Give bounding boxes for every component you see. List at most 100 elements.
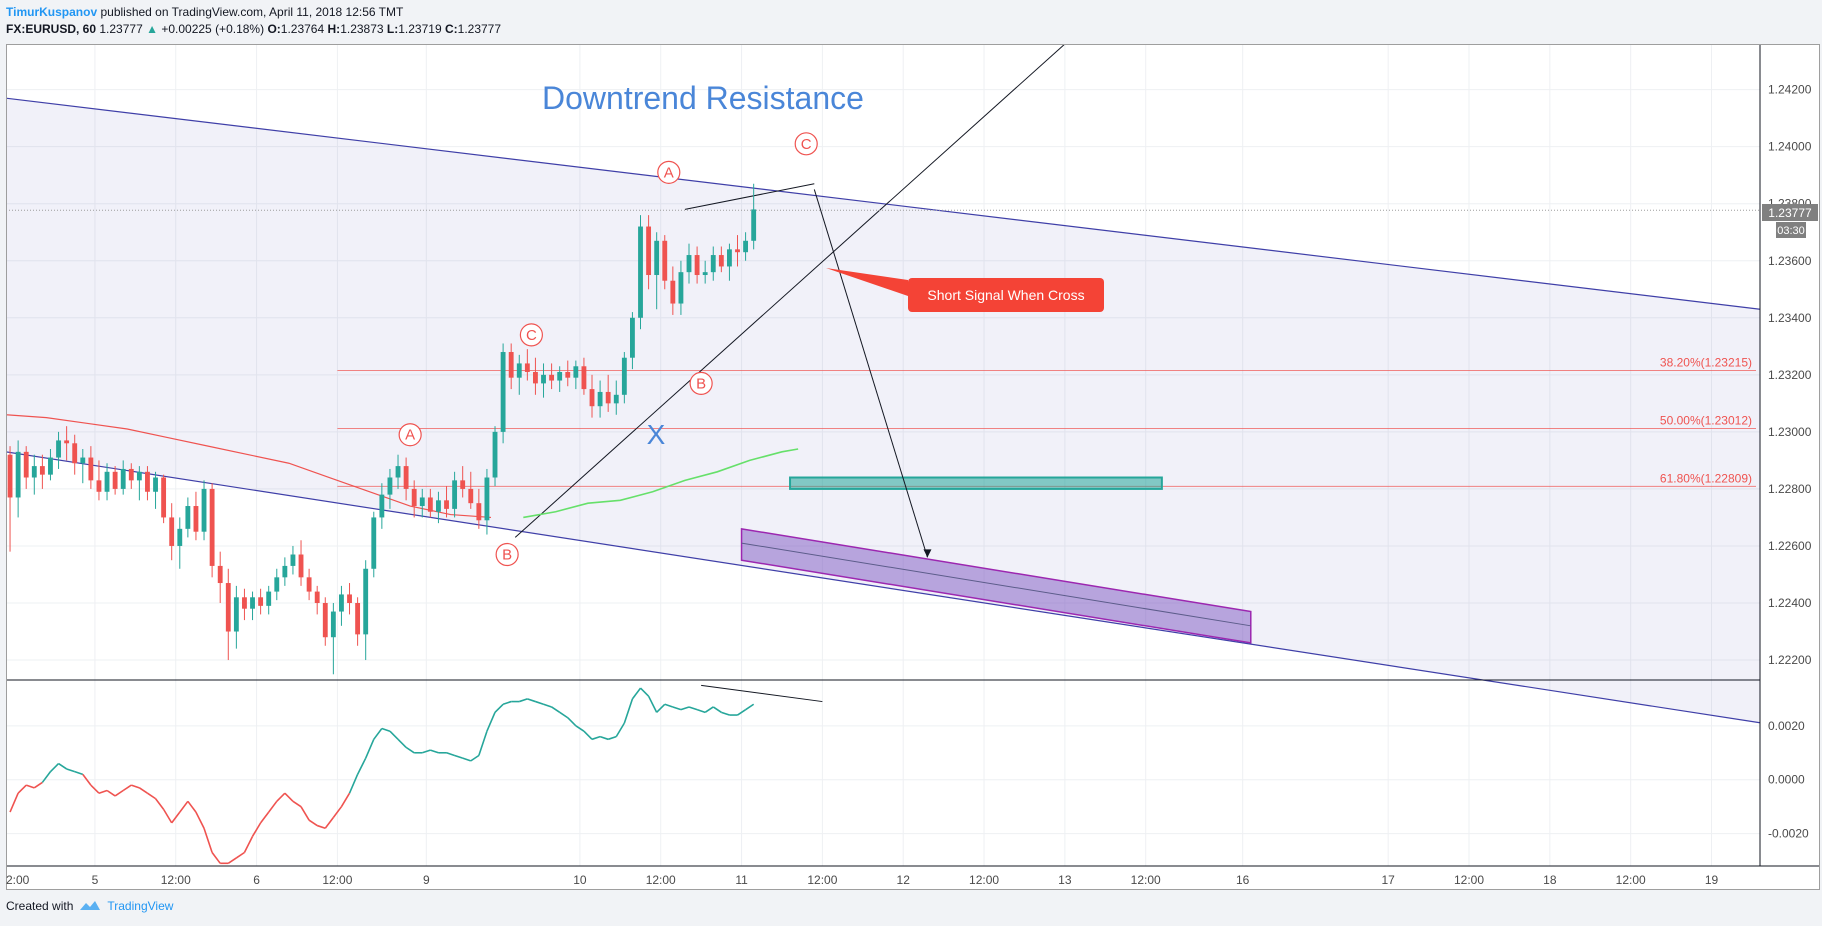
low-label: L: bbox=[386, 22, 399, 36]
time-tick-label: 16 bbox=[1236, 873, 1250, 887]
wave-label: B bbox=[689, 371, 713, 395]
candle-body bbox=[743, 240, 749, 253]
oscillator-segment bbox=[551, 706, 561, 714]
candle bbox=[718, 246, 724, 273]
candle-body bbox=[751, 209, 757, 241]
candle-body bbox=[718, 255, 724, 267]
candle bbox=[7, 446, 13, 552]
high-value: 1.23873 bbox=[340, 22, 384, 36]
oscillator-segment bbox=[292, 800, 302, 808]
candle-body bbox=[306, 577, 312, 592]
candle-body bbox=[225, 583, 231, 632]
oscillator-segment bbox=[745, 703, 755, 711]
oscillator-segment bbox=[154, 798, 165, 810]
wave-label-circle bbox=[398, 423, 422, 447]
candle bbox=[23, 446, 29, 489]
candle bbox=[387, 468, 393, 509]
wave-label-circle bbox=[794, 132, 818, 156]
candle-body bbox=[39, 466, 45, 475]
wave-label-text: C bbox=[801, 136, 812, 153]
candle-body bbox=[508, 352, 514, 378]
candle bbox=[136, 466, 142, 501]
x-mark: X bbox=[647, 419, 666, 450]
divergence-line bbox=[701, 684, 823, 703]
candle-body bbox=[662, 240, 668, 281]
oscillator-segment bbox=[17, 784, 27, 794]
chart-canvas[interactable]: 38.20%(1.23215) 50.00%(1.23012) 61.80%(1.2… bbox=[6, 44, 1820, 890]
candle bbox=[185, 497, 191, 538]
candle-body bbox=[403, 466, 409, 489]
candle-body bbox=[290, 554, 296, 566]
candle-body bbox=[702, 272, 708, 276]
candle bbox=[39, 454, 45, 489]
target-midline bbox=[741, 542, 1251, 627]
oscillator-segment bbox=[397, 738, 407, 748]
candle-body bbox=[363, 568, 369, 635]
tradingview-link[interactable]: TradingView bbox=[107, 899, 174, 913]
wave-label: A bbox=[398, 423, 422, 447]
candle bbox=[581, 357, 587, 395]
candle-body bbox=[266, 591, 272, 606]
candle-body bbox=[330, 611, 336, 638]
wave-label-circle bbox=[495, 542, 519, 567]
oscillator-segment bbox=[131, 784, 140, 789]
oscillator-segment bbox=[227, 857, 237, 864]
time-tick-label: 12:00 bbox=[807, 873, 837, 887]
oscillator-segment bbox=[696, 708, 706, 714]
oscillator-segment bbox=[356, 757, 367, 775]
candle-body bbox=[379, 494, 385, 518]
oscillator-segment bbox=[664, 703, 674, 708]
oscillator-segment bbox=[462, 757, 472, 762]
candle bbox=[250, 591, 255, 621]
candle-body bbox=[112, 471, 118, 489]
oscillator-segment bbox=[672, 706, 682, 711]
candle-body bbox=[23, 451, 29, 478]
projection-arrow-head bbox=[923, 549, 932, 558]
candle-body bbox=[145, 471, 150, 492]
candle bbox=[605, 374, 611, 412]
oscillator-segment bbox=[308, 819, 318, 827]
candle-body bbox=[613, 394, 619, 404]
candle-body bbox=[411, 488, 417, 507]
oscillator-segment bbox=[478, 730, 488, 756]
oscillator-segment bbox=[422, 749, 431, 754]
candle bbox=[298, 540, 304, 586]
oscillator-segment bbox=[575, 725, 585, 732]
callout-text: Short Signal When Cross bbox=[927, 287, 1084, 303]
oscillator-segment bbox=[373, 728, 383, 740]
price-tick-label: 1.22600 bbox=[1768, 539, 1812, 553]
candle-body bbox=[80, 457, 86, 464]
time-tick-label: 6 bbox=[253, 873, 260, 887]
candle-body bbox=[48, 457, 53, 475]
candle-body bbox=[7, 454, 13, 498]
fib-level-label: 38.20%(1.23215) bbox=[1660, 356, 1752, 370]
time-tick-label: 13 bbox=[1058, 873, 1072, 887]
candle-body bbox=[565, 371, 571, 378]
oscillator-segment bbox=[712, 706, 722, 714]
wave-label: C bbox=[519, 323, 543, 347]
oscillator-segment bbox=[33, 781, 43, 789]
oscillator-segment bbox=[211, 852, 221, 864]
oscillator-segment bbox=[559, 711, 569, 719]
candle-body bbox=[371, 517, 377, 569]
candle bbox=[242, 588, 247, 621]
candle bbox=[266, 585, 272, 615]
candle-body bbox=[314, 591, 320, 603]
time-tick-label: 17 bbox=[1382, 873, 1396, 887]
fib-level-label: 61.80%(1.22809) bbox=[1660, 471, 1752, 485]
price-tick-label: 1.24000 bbox=[1768, 140, 1812, 154]
oscillator-segment bbox=[623, 698, 634, 724]
candle-body bbox=[185, 506, 191, 529]
candles bbox=[7, 183, 757, 675]
time-tick-label: 12:00 bbox=[646, 873, 676, 887]
open-label: O: bbox=[267, 22, 281, 36]
candle-body bbox=[72, 443, 78, 464]
author-link[interactable]: TimurKuspanov bbox=[6, 5, 98, 19]
oscillator-segment bbox=[680, 706, 690, 711]
price-tick-label: 1.23400 bbox=[1768, 311, 1812, 325]
candle-body bbox=[694, 255, 700, 276]
candle bbox=[516, 354, 522, 395]
short-signal-callout[interactable]: Short Signal When Cross bbox=[826, 268, 1104, 312]
wave-label-text: A bbox=[664, 164, 674, 181]
candle-body bbox=[169, 517, 175, 546]
